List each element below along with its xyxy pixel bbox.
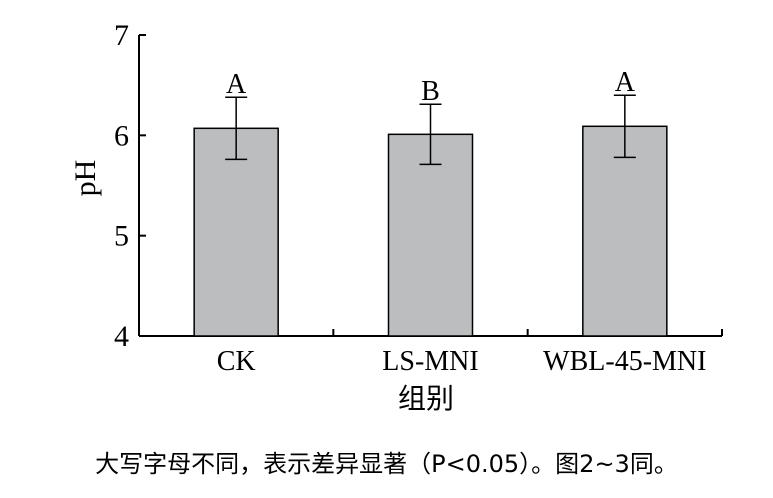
y-tick-label: 4 [114,320,129,353]
x-tick-label: LS-MNI [382,346,478,377]
significance-letter: A [226,69,247,100]
bars [193,125,668,337]
x-tick-label: WBL-45-MNI [543,346,706,377]
chart: 4 5 6 7 CK LS-MNI WBL-45-MNI A B A pH 组别 [69,19,723,415]
y-tick-label: 7 [114,19,129,52]
y-axis: 4 5 6 7 [114,19,146,353]
x-axis-label: 组别 [398,382,454,415]
y-axis-label: pH [69,160,102,197]
significance-letter: B [421,76,440,107]
y-tick-label: 6 [114,119,129,152]
error-bars [225,94,636,166]
figure-caption: 大写字母不同，表示差异显著（P<0.05）。图2~3同。 [95,450,678,478]
x-tick-label: CK [217,346,256,377]
bar-chart: 4 5 6 7 CK LS-MNI WBL-45-MNI A B A pH 组别 [69,19,723,415]
significance-letter: A [615,67,636,98]
y-tick-label: 5 [114,220,129,253]
